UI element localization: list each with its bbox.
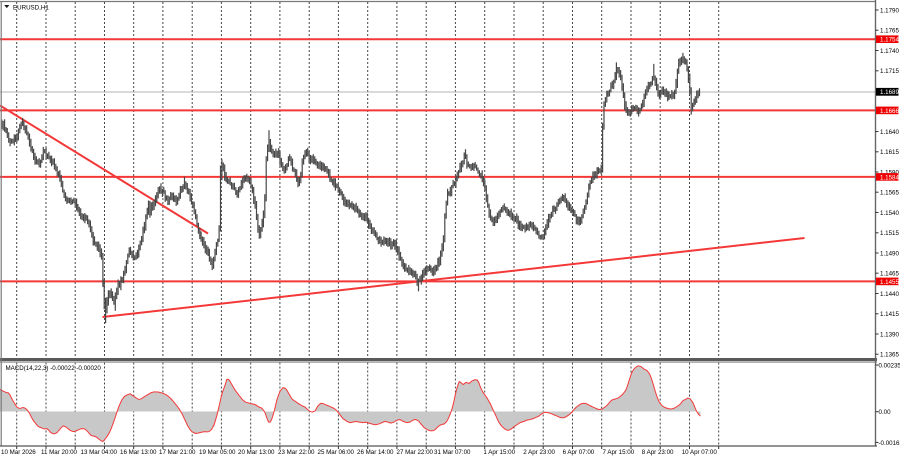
svg-text:1.1715: 1.1715 bbox=[880, 68, 899, 75]
svg-text:2 Apr 23:00: 2 Apr 23:00 bbox=[523, 449, 555, 456]
svg-text:16 Mar 13:00: 16 Mar 13:00 bbox=[120, 449, 157, 456]
svg-text:8 Apr 23:00: 8 Apr 23:00 bbox=[642, 449, 674, 456]
svg-text:EURUSD,H1: EURUSD,H1 bbox=[13, 5, 49, 12]
svg-text:17 Mar 21:00: 17 Mar 21:00 bbox=[159, 449, 196, 456]
svg-text:11 Mar 20:00: 11 Mar 20:00 bbox=[41, 449, 78, 456]
svg-text:1.1465: 1.1465 bbox=[880, 271, 899, 278]
svg-text:10 Mar 2026: 10 Mar 2026 bbox=[1, 449, 36, 456]
svg-text:-0.00163: -0.00163 bbox=[879, 440, 900, 447]
svg-text:1.1515: 1.1515 bbox=[880, 230, 899, 237]
svg-text:20 Mar 13:00: 20 Mar 13:00 bbox=[238, 449, 275, 456]
svg-text:19 Mar 05:00: 19 Mar 05:00 bbox=[199, 449, 236, 456]
svg-text:1.1765: 1.1765 bbox=[880, 28, 899, 35]
svg-text:1.1440: 1.1440 bbox=[880, 291, 899, 298]
svg-text:7 Apr 15:00: 7 Apr 15:00 bbox=[603, 449, 635, 456]
svg-text:10 Apr 07:00: 10 Apr 07:00 bbox=[682, 449, 718, 456]
svg-text:1.1490: 1.1490 bbox=[880, 250, 899, 257]
svg-text:1.1584: 1.1584 bbox=[880, 174, 899, 181]
svg-text:1.1590: 1.1590 bbox=[880, 169, 899, 176]
svg-text:0.00: 0.00 bbox=[879, 409, 892, 416]
svg-text:27 Mar 22:00: 27 Mar 22:00 bbox=[397, 449, 434, 456]
svg-text:1.1754: 1.1754 bbox=[880, 37, 899, 44]
svg-text:1 Apr 15:00: 1 Apr 15:00 bbox=[483, 449, 515, 456]
svg-text:1.1790: 1.1790 bbox=[880, 7, 899, 14]
svg-text:1.1415: 1.1415 bbox=[880, 311, 899, 318]
svg-text:1.1740: 1.1740 bbox=[880, 48, 899, 55]
svg-text:1.1455: 1.1455 bbox=[880, 279, 899, 286]
svg-text:1.1689: 1.1689 bbox=[880, 89, 899, 96]
svg-text:31 Mar 07:00: 31 Mar 07:00 bbox=[434, 449, 471, 456]
svg-text:25 Mar 06:00: 25 Mar 06:00 bbox=[318, 449, 355, 456]
svg-text:1.1390: 1.1390 bbox=[880, 331, 899, 338]
svg-text:6 Apr 07:00: 6 Apr 07:00 bbox=[563, 449, 595, 456]
svg-text:MACD(14,22,3) -0.00022 -0.0002: MACD(14,22,3) -0.00022 -0.00020 bbox=[6, 365, 102, 372]
svg-text:23 Mar 22:00: 23 Mar 22:00 bbox=[278, 449, 315, 456]
svg-text:1.1565: 1.1565 bbox=[880, 190, 899, 197]
svg-text:13 Mar 04:00: 13 Mar 04:00 bbox=[81, 449, 118, 456]
svg-text:1.1640: 1.1640 bbox=[880, 129, 899, 136]
svg-text:1.1540: 1.1540 bbox=[880, 210, 899, 217]
svg-text:1.1615: 1.1615 bbox=[880, 149, 899, 156]
svg-text:0.00235: 0.00235 bbox=[879, 362, 900, 369]
svg-text:1.1666: 1.1666 bbox=[880, 108, 899, 115]
svg-text:1.1365: 1.1365 bbox=[880, 352, 899, 359]
svg-text:26 Mar 14:00: 26 Mar 14:00 bbox=[357, 449, 394, 456]
